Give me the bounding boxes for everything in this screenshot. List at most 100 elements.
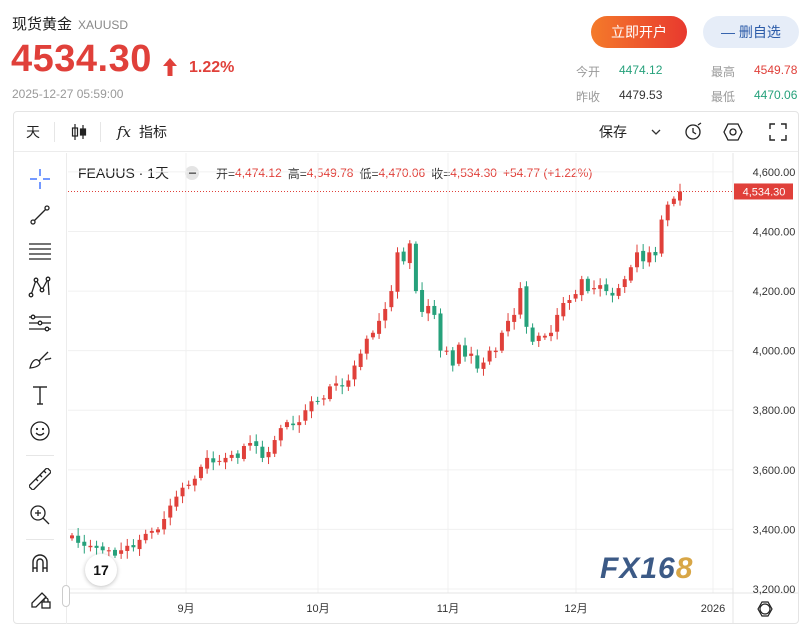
candle-body — [340, 385, 345, 387]
tradingview-logo: 17 — [85, 554, 117, 586]
candle-body — [137, 539, 142, 550]
stat-value: 4479.53 — [619, 88, 663, 102]
candle-body — [401, 251, 406, 262]
arrow-up-icon — [163, 58, 177, 76]
pattern-icon[interactable] — [26, 273, 54, 301]
axis-settings-icon — [759, 603, 771, 615]
interval-button[interactable]: 天 — [26, 124, 40, 140]
candle-body — [278, 428, 283, 441]
candle-body — [450, 350, 455, 366]
fullscreen-icon[interactable] — [769, 122, 787, 142]
brush-icon[interactable] — [26, 345, 54, 373]
save-button[interactable]: 保存 — [599, 122, 661, 142]
settings-hex-icon[interactable] — [723, 122, 743, 142]
candle-body — [254, 441, 259, 446]
text-icon[interactable] — [26, 381, 54, 409]
candle-body — [377, 320, 382, 334]
trendline-icon[interactable] — [26, 201, 54, 229]
candle-body — [125, 545, 130, 551]
candle-body — [327, 386, 332, 400]
y-tick-label: 4,600.00 — [753, 167, 796, 179]
candle-body — [585, 278, 590, 292]
candle-body — [284, 422, 289, 428]
y-tick-label: 3,800.00 — [753, 405, 796, 417]
stat-prev-close: 昨收 4479.53 — [576, 88, 662, 105]
zoom-in-icon[interactable] — [26, 501, 54, 529]
candle-body — [315, 400, 320, 402]
candle-body — [119, 550, 124, 554]
candle-body — [223, 457, 228, 463]
candle-body — [542, 335, 547, 338]
change-percent: 1.22% — [189, 59, 235, 76]
crosshair-icon[interactable] — [26, 165, 54, 193]
legend-low-label: 低= — [359, 166, 379, 181]
candle-body — [469, 353, 474, 356]
candle-body — [395, 252, 400, 292]
chart-legend: FEAUUS · 1天 开= 4,474.12 高= 4,549.78 低= 4,47… — [78, 163, 598, 183]
candle-body — [456, 344, 461, 364]
candle-body — [518, 288, 523, 315]
instrument-name: 现货黄金 — [12, 16, 73, 33]
last-price-label: 4,534.30 — [743, 186, 786, 198]
scroll-handle[interactable] — [62, 585, 70, 607]
candle-body — [628, 267, 633, 281]
candle-body — [524, 286, 529, 327]
y-tick-label: 4,000.00 — [753, 346, 796, 358]
ruler-icon[interactable] — [26, 465, 54, 493]
lock-pencil-icon[interactable] — [26, 585, 54, 613]
emoji-icon[interactable] — [26, 417, 54, 445]
y-tick-label: 3,600.00 — [753, 465, 796, 477]
candle-body — [192, 478, 197, 486]
candle-body — [106, 550, 111, 552]
candle-body — [100, 546, 105, 551]
legend-change: +54.77 (+1.22%) — [502, 166, 593, 180]
fx-icon: fx — [117, 123, 132, 141]
candle-body — [413, 243, 418, 292]
candle-body — [370, 332, 375, 338]
measure-icon[interactable] — [26, 309, 54, 337]
open-account-button[interactable]: 立即开户 — [591, 16, 687, 48]
candle-body — [303, 410, 308, 421]
candle-body — [143, 533, 148, 541]
candle-body — [671, 198, 676, 204]
candle-body — [168, 505, 173, 518]
candle-body — [248, 443, 253, 446]
candle-body — [530, 327, 535, 342]
collapse-legend-button[interactable] — [185, 166, 200, 180]
remove-watchlist-button[interactable]: — 删自选 — [703, 16, 799, 48]
candle-body — [346, 380, 351, 387]
candle-body — [536, 335, 541, 342]
candle-body — [364, 338, 369, 354]
candle-body — [88, 545, 93, 548]
instrument-symbol: XAUUSD — [78, 18, 129, 32]
candle-body — [555, 314, 560, 332]
legend-close-label: 收= — [431, 166, 451, 181]
save-label: 保存 — [599, 124, 627, 140]
legend-low-value: 4,470.06 — [378, 166, 426, 180]
candle-body — [635, 252, 640, 268]
price-chart[interactable]: 4,600.00 4,400.00 4,200.00 4,000.00 3,800.00… — [68, 153, 799, 624]
toolbar-divider — [100, 122, 101, 142]
legend-high-label: 高= — [287, 166, 307, 181]
fib-icon[interactable] — [26, 237, 54, 265]
candle-body — [493, 350, 498, 353]
candle-body — [266, 451, 271, 458]
stat-value: 4470.06 — [754, 88, 798, 102]
candle-body — [174, 496, 179, 507]
legend-symbol: FEAUUS · 1天 — [78, 165, 170, 181]
chart-top-toolbar: 天 fx 指标 保存 — [14, 112, 798, 152]
fx168-watermark: FX168 — [600, 552, 693, 586]
candles-icon[interactable] — [71, 122, 87, 142]
stat-label: 最高 — [711, 65, 736, 79]
indicators-label: 指标 — [139, 124, 168, 140]
candle-body — [260, 446, 265, 458]
candle-body — [389, 291, 394, 308]
alert-icon[interactable] — [684, 122, 704, 142]
magnet-icon[interactable] — [26, 549, 54, 577]
candle-body — [475, 355, 480, 369]
candle-body — [358, 353, 363, 367]
candle-body — [641, 250, 646, 262]
indicators-button[interactable]: fx 指标 — [117, 122, 167, 142]
last-price-tag — [734, 183, 793, 200]
candle-body — [499, 332, 504, 351]
